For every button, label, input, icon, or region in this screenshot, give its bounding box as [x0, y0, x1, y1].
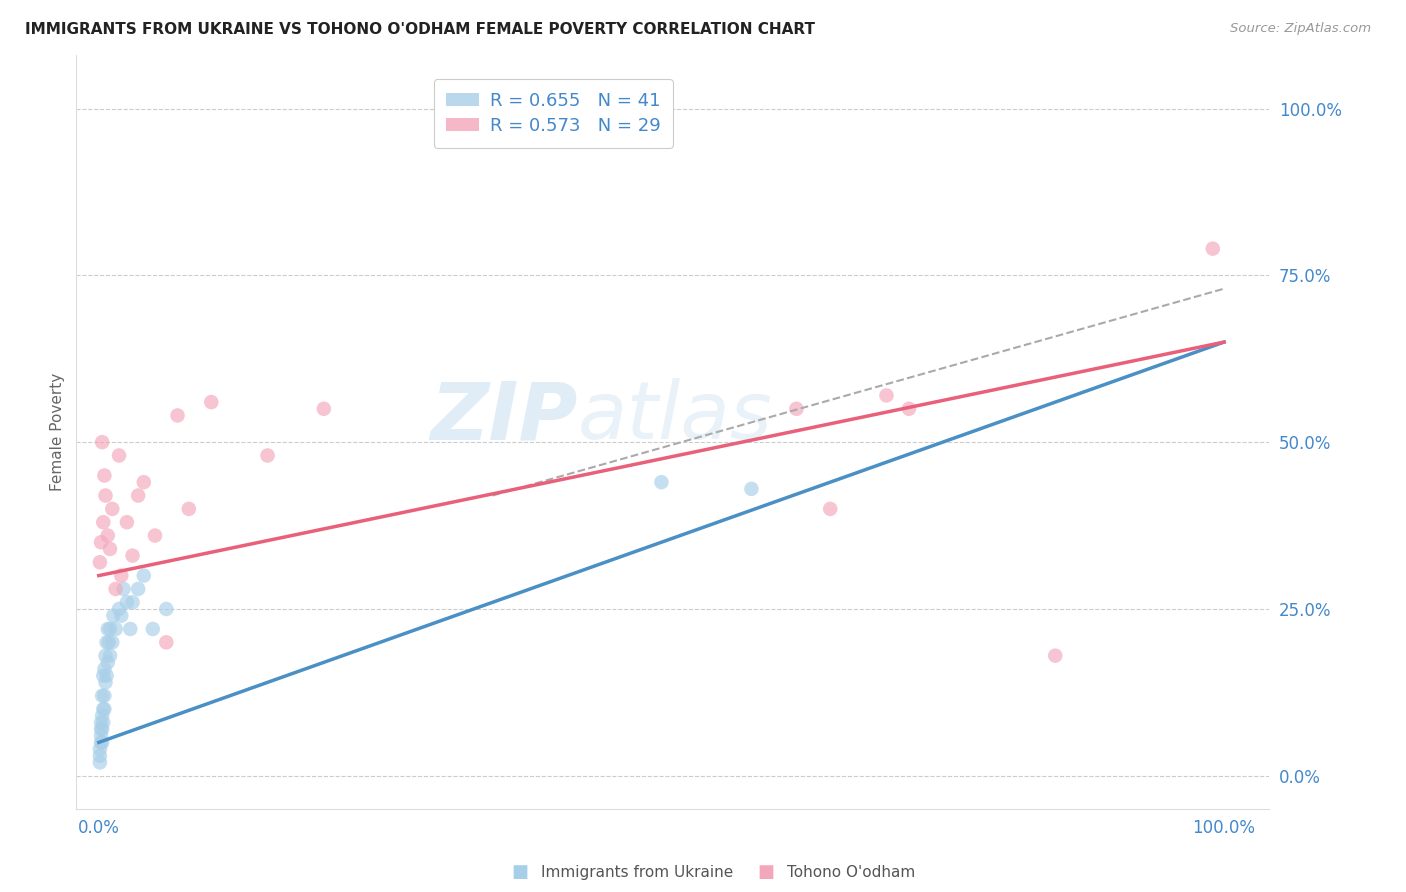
Point [103, 608, 125, 623]
Point [127, 489, 149, 503]
Point [177, 501, 200, 516]
Point [110, 608, 132, 623]
Point [93, 702, 115, 716]
Point [91, 735, 114, 749]
Point [91, 708, 114, 723]
Text: Source: ZipAtlas.com: Source: ZipAtlas.com [1230, 22, 1371, 36]
Point [93, 689, 115, 703]
Point [875, 388, 897, 402]
Point [120, 622, 142, 636]
Point [97, 656, 120, 670]
Point [108, 449, 131, 463]
Point [91, 668, 114, 682]
Text: Tohono O'odham: Tohono O'odham [787, 865, 915, 880]
Point [155, 602, 177, 616]
Point [143, 528, 166, 542]
Point [132, 475, 155, 490]
Point [97, 635, 120, 649]
Point [115, 515, 138, 529]
Point [90, 715, 112, 730]
Point [142, 622, 165, 636]
Point [785, 401, 807, 416]
Point [90, 729, 112, 743]
Point [256, 449, 278, 463]
Point [104, 582, 127, 596]
Point [94, 648, 117, 663]
Point [94, 489, 117, 503]
Point [97, 528, 120, 542]
Point [132, 568, 155, 582]
Legend: R = 0.655   N = 41, R = 0.573   N = 29: R = 0.655 N = 41, R = 0.573 N = 29 [433, 79, 673, 148]
Point [1202, 242, 1225, 256]
Point [98, 648, 121, 663]
Point [127, 582, 149, 596]
Point [1045, 648, 1067, 663]
Point [90, 735, 112, 749]
Point [89, 756, 111, 770]
Point [96, 668, 118, 682]
Text: ■: ■ [512, 863, 529, 881]
Point [91, 435, 114, 450]
Point [740, 482, 762, 496]
Point [89, 748, 111, 763]
Point [90, 535, 112, 549]
Point [121, 549, 143, 563]
Point [93, 468, 115, 483]
Point [98, 622, 121, 636]
Point [97, 622, 120, 636]
Point [91, 515, 114, 529]
Point [650, 475, 672, 490]
Point [200, 395, 222, 409]
Point [89, 742, 111, 756]
Point [91, 702, 114, 716]
Text: Immigrants from Ukraine: Immigrants from Ukraine [541, 865, 734, 880]
Text: atlas: atlas [578, 378, 772, 456]
Text: ■: ■ [758, 863, 775, 881]
Point [94, 675, 117, 690]
Point [166, 409, 188, 423]
Point [90, 722, 112, 736]
Point [101, 635, 124, 649]
Point [104, 622, 127, 636]
Point [108, 602, 131, 616]
Point [91, 689, 114, 703]
Text: IMMIGRANTS FROM UKRAINE VS TOHONO O'ODHAM FEMALE POVERTY CORRELATION CHART: IMMIGRANTS FROM UKRAINE VS TOHONO O'ODHA… [25, 22, 815, 37]
Point [98, 541, 121, 556]
Point [101, 501, 124, 516]
Point [110, 568, 132, 582]
Point [818, 501, 841, 516]
Point [91, 722, 114, 736]
Y-axis label: Female Poverty: Female Poverty [51, 373, 65, 491]
Point [121, 595, 143, 609]
Point [897, 401, 920, 416]
Point [93, 662, 115, 676]
Point [155, 635, 177, 649]
Point [89, 555, 111, 569]
Point [96, 635, 118, 649]
Point [112, 582, 135, 596]
Point [115, 595, 138, 609]
Point [312, 401, 335, 416]
Point [91, 715, 114, 730]
Text: ZIP: ZIP [430, 378, 578, 456]
